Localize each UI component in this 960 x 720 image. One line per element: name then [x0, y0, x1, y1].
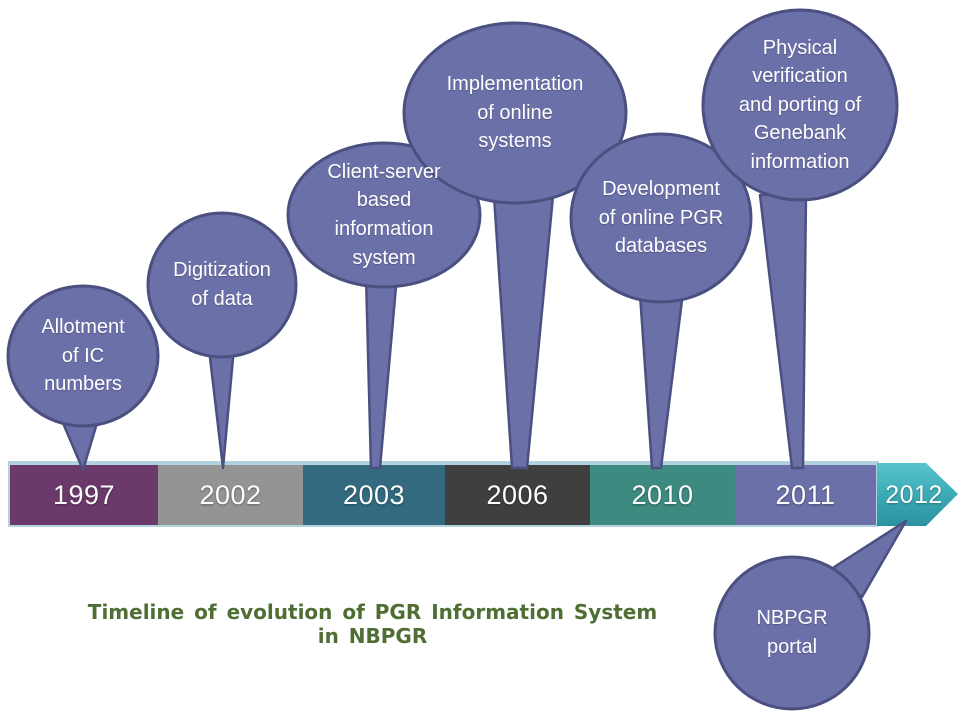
tail-2002	[207, 345, 236, 470]
tail-2003	[364, 273, 399, 470]
segment-2012-arrow	[877, 463, 958, 526]
segment-2010	[590, 465, 735, 525]
balloon-implementation-online-systems	[402, 21, 628, 205]
segment-2011	[735, 465, 876, 525]
slide-caption: Timeline of evolution of PGR Information…	[87, 600, 658, 648]
tail-2011	[758, 191, 808, 470]
balloon-digitization-of-data	[146, 211, 298, 359]
balloon-physical-verification-porting	[701, 8, 899, 202]
segment-2006	[445, 465, 590, 525]
balloon-allotment-of-ic-numbers	[6, 284, 160, 428]
tail-2010	[638, 290, 685, 470]
segment-1997	[10, 465, 158, 525]
segment-2002	[158, 465, 303, 525]
balloon-client-server-info-system	[286, 141, 482, 289]
balloon-nbpgr-portal	[713, 555, 871, 711]
tail-2006	[492, 194, 555, 470]
balloon-development-pgr-databases	[569, 132, 753, 304]
segment-2003	[303, 465, 445, 525]
